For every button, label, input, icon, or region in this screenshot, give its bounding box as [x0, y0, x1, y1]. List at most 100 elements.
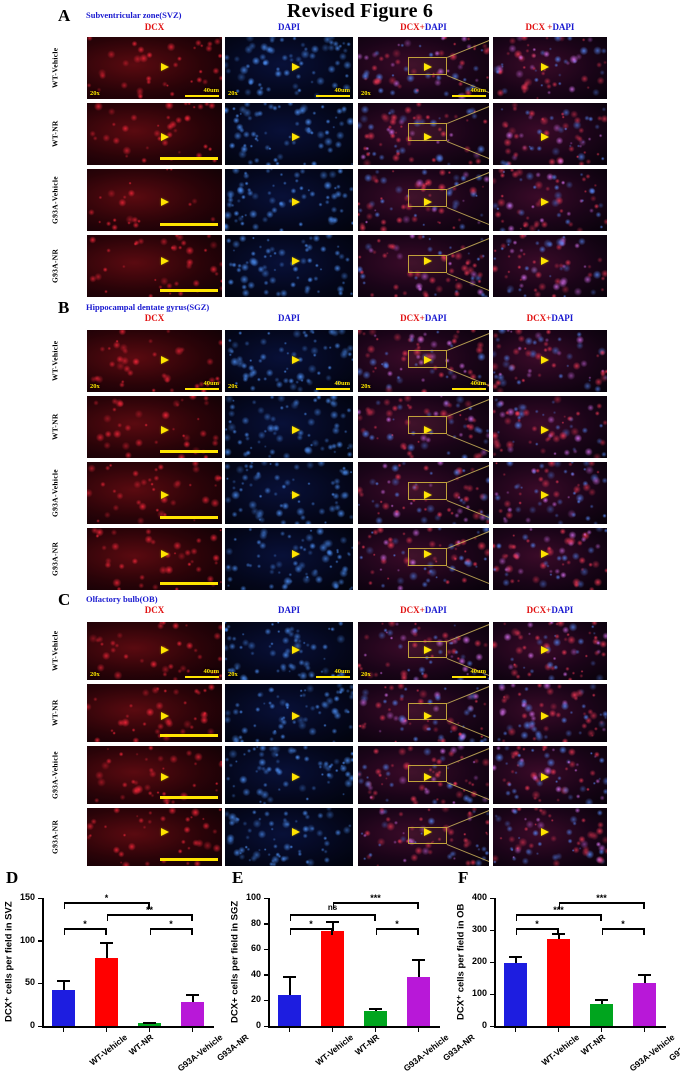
column-header-merge_zoom: DCX+DAPI: [492, 313, 608, 323]
micrograph-image: [493, 808, 607, 866]
arrowhead-marker-icon: [540, 646, 549, 655]
bracket-bar: [289, 928, 333, 930]
y-axis-tick: [264, 923, 268, 925]
significance-bracket: *: [63, 894, 150, 912]
column-header-dcx: DCX: [144, 22, 165, 32]
micrograph-image: [87, 684, 222, 742]
micrograph-b-r1-dapi: 20x 40um: [224, 329, 354, 393]
micrograph-c-r4-merge_zoom: [492, 807, 608, 867]
y-axis: [42, 898, 44, 1026]
x-axis-tick: [148, 1028, 151, 1032]
scale-bar: [160, 582, 218, 585]
column-header-text: DCX+DAPI: [526, 313, 574, 323]
plot-area: 0 20 40 60 80 100 WT-Vehicle WT-NR G93A-Vehicle G…: [246, 892, 476, 1073]
y-axis-label: DCX+ cells per field in SGZ: [229, 900, 241, 1024]
y-axis-label: DCX⁺ cells per field in SVZ: [3, 901, 15, 1023]
y-axis-tick: [490, 961, 494, 963]
magnification-label: 20x: [228, 671, 238, 678]
arrowhead-marker-icon: [540, 197, 549, 206]
bracket-tick: [373, 914, 376, 921]
column-header-merge: DCX+DAPI: [357, 605, 490, 615]
micrograph-a-r1-dcx: 20x 40um: [86, 36, 223, 100]
y-axis-label: DCX⁺ cells per field in OB: [455, 903, 467, 1021]
micrograph-image: [493, 684, 607, 742]
error-bar: [331, 921, 334, 932]
column-header-text: DCX+DAPI: [400, 605, 447, 615]
arrowhead-marker-icon: [291, 197, 300, 206]
x-axis-tick-label: WT-Vehicle: [539, 1032, 581, 1068]
scale-bar-label: 40um: [203, 87, 219, 94]
significance-bracket: **: [106, 906, 193, 924]
arrowhead-marker-icon: [291, 63, 300, 72]
x-axis: [268, 1026, 440, 1028]
x-axis-tick: [288, 1028, 291, 1032]
row-label-g93a-nr: G93A-NR: [50, 248, 60, 284]
micrograph-c-r3-dcx: [86, 745, 223, 805]
scale-bar: [185, 676, 219, 678]
bracket-bar: [149, 928, 193, 930]
bracket-tick: [416, 928, 419, 935]
column-header-merge_zoom: DCX +DAPI: [492, 22, 608, 32]
micrograph-image: [225, 330, 353, 392]
micrograph-a-r4-dapi: [224, 234, 354, 298]
arrowhead-marker-icon: [291, 828, 300, 837]
row-label-wt-vehicle: WT-Vehicle: [50, 630, 60, 672]
row-label-g93a-nr: G93A-NR: [50, 819, 60, 855]
significance-label: *: [621, 919, 625, 929]
scale-bar: [185, 95, 219, 97]
row-label-wt-nr: WT-NR: [50, 699, 60, 727]
micrograph-image: [358, 235, 489, 297]
micrograph-c-r2-merge_zoom: [492, 683, 608, 743]
scale-bar: [160, 734, 218, 737]
micrograph-c-r3-dapi: [224, 745, 354, 805]
y-axis-tick-label: 400: [471, 892, 487, 902]
arrowhead-marker-icon: [161, 256, 170, 265]
significance-label: ns: [327, 903, 338, 912]
bracket-bar: [63, 902, 150, 904]
arrowhead-marker-icon: [291, 549, 300, 558]
bracket-tick: [104, 928, 107, 935]
micrograph-a-r3-dapi: [224, 168, 354, 232]
error-bar-cap: [369, 1008, 382, 1011]
bar-g93a-vehicle: [364, 1010, 387, 1026]
micrograph-c-r1-merge: 20x 40um: [357, 621, 490, 681]
y-axis-tick: [38, 897, 42, 899]
micrograph-b-r1-merge: 20x 40um: [357, 329, 490, 393]
significance-label: ***: [370, 893, 381, 903]
bracket-tick: [556, 928, 559, 935]
arrowhead-marker-icon: [540, 63, 549, 72]
magnification-label: 20x: [228, 383, 238, 390]
column-header-dapi: DAPI: [278, 22, 300, 32]
arrowhead-marker-icon: [423, 425, 432, 434]
arrowhead-marker-icon: [161, 490, 170, 499]
scale-bar-label: 40um: [334, 380, 350, 387]
column-header-text: DCX+DAPI: [400, 22, 447, 32]
error-bar-cap: [283, 976, 296, 979]
arrowhead-marker-icon: [423, 711, 432, 720]
scale-bar: [316, 95, 350, 97]
column-header-text: DCX+DAPI: [526, 605, 574, 615]
micrograph-c-r4-dapi: [224, 807, 354, 867]
significance-label: *: [83, 919, 87, 929]
y-axis-tick-label: 100: [245, 892, 261, 902]
scale-bar: [160, 516, 218, 519]
significance-label: ***: [596, 893, 607, 903]
column-header-merge: DCX+DAPI: [357, 313, 490, 323]
micrograph-image: [87, 235, 222, 297]
row-label-wt-vehicle: WT-Vehicle: [50, 340, 60, 382]
zoom-region-box: [407, 188, 448, 208]
micrograph-c-r1-dcx: 20x 40um: [86, 621, 223, 681]
bar-wt-nr: [321, 931, 344, 1026]
x-axis-tick: [374, 1028, 377, 1032]
y-axis-tick: [490, 929, 494, 931]
panel-region-label: Subventricular zone(SVZ): [86, 10, 182, 20]
zoom-region-box: [407, 702, 448, 720]
significance-label: *: [395, 919, 399, 929]
micrograph-image: [225, 235, 353, 297]
micrograph-image: [87, 169, 222, 231]
significance-bracket: ***: [332, 894, 419, 912]
row-label-g93a-nr: G93A-NR: [50, 541, 60, 577]
arrowhead-marker-icon: [540, 711, 549, 720]
micrograph-image: [225, 396, 353, 458]
row-label-wt-nr: WT-NR: [50, 120, 60, 148]
